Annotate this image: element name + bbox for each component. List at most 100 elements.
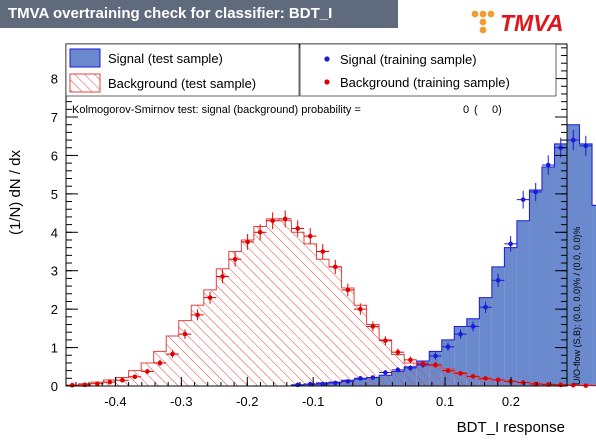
signal-train-point bbox=[358, 376, 363, 381]
y-tick-label: 7 bbox=[51, 110, 58, 125]
background-train-point bbox=[520, 380, 526, 385]
y-tick-label: 1 bbox=[51, 341, 58, 356]
signal-train-point bbox=[483, 304, 488, 310]
signal-train-point bbox=[345, 379, 351, 384]
signal-test-bar bbox=[516, 220, 530, 386]
signal-train-point bbox=[570, 137, 576, 143]
signal-train-point bbox=[545, 162, 551, 168]
logo-dot-5 bbox=[479, 26, 487, 34]
x-tick-label: -0.2 bbox=[236, 394, 258, 409]
signal-test-bar bbox=[454, 326, 467, 386]
x-axis-label: BDT_I response bbox=[457, 419, 565, 436]
signal-test-bar bbox=[466, 318, 480, 386]
ks-test-text: Kolmogorov-Smirnov test: signal (backgro… bbox=[72, 104, 361, 116]
legend-label-signal-test: Signal (test sample) bbox=[108, 51, 223, 66]
logo-dot-4 bbox=[479, 18, 487, 26]
background-train-point bbox=[307, 233, 313, 239]
tmva-logo: TMVA bbox=[471, 10, 563, 36]
background-train-point bbox=[458, 371, 463, 376]
background-test-bar bbox=[316, 259, 330, 386]
background-test-bar bbox=[166, 336, 179, 386]
background-train-point bbox=[132, 374, 138, 380]
y-tick-label: 6 bbox=[51, 148, 58, 163]
background-train-point bbox=[195, 312, 200, 318]
background-train-point bbox=[207, 295, 213, 300]
signal-test-bar bbox=[504, 247, 517, 386]
background-train-point bbox=[120, 377, 125, 383]
background-train-point bbox=[570, 382, 576, 388]
background-train-point bbox=[583, 383, 589, 388]
background-test-bar bbox=[153, 351, 167, 386]
background-train-point bbox=[270, 218, 275, 224]
signal-train-point bbox=[320, 381, 326, 387]
background-test-bar bbox=[479, 379, 492, 386]
background-test-bar bbox=[429, 366, 442, 386]
background-train-point bbox=[170, 351, 175, 357]
background-train-point bbox=[282, 216, 288, 222]
background-test-bar bbox=[266, 218, 279, 386]
background-train-point bbox=[395, 349, 401, 355]
legend-box-left bbox=[65, 43, 300, 97]
x-tick-label: 0.2 bbox=[502, 394, 520, 409]
ks-signal-value: 0 bbox=[463, 104, 469, 116]
background-train-point bbox=[420, 361, 426, 367]
x-tick-label: 0 bbox=[376, 394, 383, 409]
x-tick-label: -0.3 bbox=[170, 394, 192, 409]
background-test-bar bbox=[329, 266, 342, 386]
background-train-point bbox=[383, 338, 388, 343]
logo-dot-3 bbox=[487, 10, 495, 18]
background-train-point bbox=[320, 249, 326, 254]
background-test-bar bbox=[278, 220, 292, 386]
logo-dot-2 bbox=[479, 10, 487, 18]
legend-label-background-train: Background (training sample) bbox=[340, 75, 510, 90]
background-train-point bbox=[232, 256, 238, 262]
y-tick-label: 3 bbox=[51, 264, 58, 279]
background-test-bar bbox=[354, 305, 367, 386]
signal-train-point bbox=[520, 197, 526, 202]
background-test-bar bbox=[191, 305, 204, 386]
plot-area bbox=[66, 124, 596, 388]
logo-text: TMVA bbox=[500, 10, 563, 36]
signal-train-point bbox=[433, 353, 438, 359]
background-test-bar bbox=[228, 251, 242, 386]
signal-test-bar bbox=[567, 124, 580, 387]
background-train-point bbox=[345, 287, 351, 293]
signal-train-point bbox=[458, 331, 463, 337]
background-test-bar bbox=[466, 376, 480, 386]
background-train-point bbox=[145, 369, 150, 374]
background-train-point bbox=[370, 324, 376, 329]
signal-train-point bbox=[558, 145, 564, 151]
legend-swatch-background-test bbox=[69, 73, 101, 93]
signal-train-point bbox=[332, 380, 338, 386]
signal-train-point bbox=[583, 143, 589, 149]
x-tick-label: -0.4 bbox=[104, 394, 126, 409]
background-test-bar bbox=[241, 239, 254, 386]
signal-train-point bbox=[470, 324, 476, 329]
background-train-point bbox=[433, 362, 438, 368]
x-tick-label: -0.1 bbox=[302, 394, 324, 409]
ks-paren: ( bbox=[474, 104, 478, 116]
background-train-point bbox=[332, 264, 338, 270]
background-train-point bbox=[358, 306, 363, 312]
legend-marker-background-train bbox=[324, 79, 330, 85]
chart-title: TMVA overtraining check for classifier: … bbox=[0, 0, 398, 28]
background-test-bar bbox=[379, 339, 392, 386]
background-train-point bbox=[107, 379, 113, 385]
background-train-point bbox=[470, 374, 476, 379]
background-train-point bbox=[295, 226, 301, 231]
signal-train-point bbox=[508, 241, 513, 247]
y-tick-label: 4 bbox=[51, 225, 58, 240]
background-test-bar bbox=[454, 372, 467, 386]
background-train-point bbox=[245, 239, 250, 245]
y-tick-label: 5 bbox=[51, 187, 58, 202]
signal-train-point bbox=[495, 278, 501, 283]
x-tick-label: 0.1 bbox=[436, 394, 454, 409]
ks-background-value: 0) bbox=[492, 104, 502, 116]
background-train-point bbox=[483, 376, 488, 381]
background-train-point bbox=[495, 377, 501, 383]
background-test-bar bbox=[303, 243, 317, 386]
background-train-point bbox=[257, 229, 263, 235]
signal-train-point bbox=[533, 189, 538, 195]
signal-test-bar bbox=[491, 266, 505, 386]
